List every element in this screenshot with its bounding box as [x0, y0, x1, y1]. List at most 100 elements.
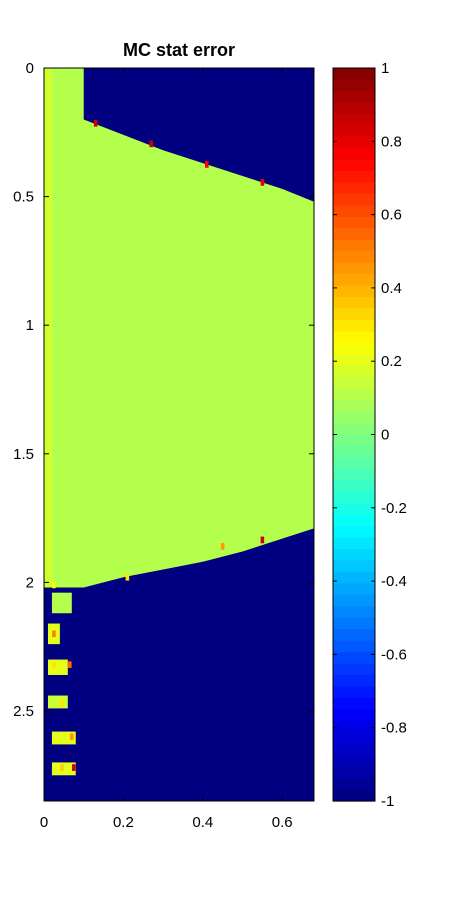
colorbar-step: [333, 342, 375, 355]
hot-cell-7: [52, 581, 56, 589]
colorbar-tick-label: -0.6: [381, 646, 407, 663]
lower-island-5: [51, 762, 76, 776]
colorbar-step: [333, 480, 375, 493]
colorbar-step: [333, 720, 375, 733]
colorbar-step: [333, 663, 375, 676]
y-tick-label: 1.5: [13, 446, 34, 463]
colorbar-step: [333, 732, 375, 745]
colorbar-step: [333, 675, 375, 688]
region-main: [44, 119, 314, 588]
colorbar-step: [333, 571, 375, 584]
y-tick-label: 1: [26, 317, 34, 334]
colorbar-step: [333, 526, 375, 539]
hot-cell-4: [260, 536, 265, 544]
colorbar-step: [333, 228, 375, 241]
colorbar-tick-label: 0.8: [381, 133, 402, 150]
y-tick-label: 2.5: [13, 703, 34, 720]
lower-island-2: [47, 659, 68, 675]
colorbar-step: [333, 686, 375, 699]
colorbar-axis: 1 0.8 0.6 0.4 0.2 0 -0.2 -0.4 -0.6 -0.8 -1: [333, 60, 407, 810]
colorbar-step: [333, 102, 375, 115]
colorbar-step: [333, 113, 375, 126]
colorbar-step: [333, 652, 375, 665]
colorbar-tick-label: 0.4: [381, 280, 402, 297]
y-tick-label: 0: [26, 60, 34, 77]
colorbar-step: [333, 434, 375, 447]
colorbar-step: [333, 274, 375, 287]
colorbar: [333, 68, 375, 802]
colorbar-step: [333, 79, 375, 92]
hot-cell-3: [260, 179, 265, 186]
colorbar-step: [333, 68, 375, 81]
lower-island-0: [51, 592, 72, 614]
colorbar-step: [333, 514, 375, 527]
colorbar-tick-label: 0.2: [381, 353, 402, 370]
colorbar-step: [333, 411, 375, 424]
colorbar-step: [333, 354, 375, 367]
hot-cell-10: [68, 661, 72, 669]
colorbar-step: [333, 297, 375, 310]
colorbar-step: [333, 136, 375, 149]
y-tick-label: 2: [26, 574, 34, 591]
colorbar-step: [333, 640, 375, 653]
y-tick-label: 0.5: [13, 189, 34, 206]
colorbar-step: [333, 377, 375, 390]
colorbar-tick-label: 0.6: [381, 207, 402, 224]
heatmap: [44, 68, 314, 801]
colorbar-step: [333, 755, 375, 768]
colorbar-step: [333, 171, 375, 184]
colorbar-step: [333, 457, 375, 470]
colorbar-step: [333, 90, 375, 103]
colorbar-step: [333, 594, 375, 607]
hot-cell-14: [71, 764, 76, 771]
colorbar-step: [333, 606, 375, 619]
hot-cell-8: [52, 630, 56, 638]
lower-island-3: [47, 695, 68, 709]
colorbar-step: [333, 583, 375, 596]
colorbar-step: [333, 205, 375, 218]
chart-title: MC stat error: [123, 40, 235, 60]
x-axis: 0 0.2 0.4 0.6: [40, 68, 293, 831]
hot-cell-0: [93, 119, 98, 127]
colorbar-step: [333, 239, 375, 252]
colorbar-step: [333, 388, 375, 401]
colorbar-tick-label: -1: [381, 793, 394, 810]
hot-cell-6: [125, 573, 130, 581]
hot-cell-12: [70, 733, 74, 741]
colorbar-step: [333, 365, 375, 378]
hot-cell-2: [205, 161, 209, 168]
x-tick-label: 0.4: [192, 814, 213, 831]
colorbar-step: [333, 629, 375, 642]
colorbar-step: [333, 423, 375, 436]
colorbar-step: [333, 148, 375, 161]
hot-cell-13: [60, 764, 64, 771]
colorbar-step: [333, 468, 375, 481]
colorbar-step: [333, 193, 375, 207]
colorbar-step: [333, 549, 375, 562]
colorbar-step: [333, 125, 375, 138]
colorbar-tick-label: -0.4: [381, 573, 407, 590]
colorbar-tick-label: -0.2: [381, 500, 407, 517]
colorbar-tick-label: 0: [381, 427, 389, 444]
colorbar-step: [333, 400, 375, 413]
colorbar-step: [333, 445, 375, 459]
colorbar-step: [333, 789, 375, 802]
colorbar-step: [333, 159, 375, 172]
hot-cell-1: [149, 140, 153, 148]
x-tick-label: 0.6: [272, 814, 293, 831]
colorbar-tick-label: 1: [381, 60, 389, 77]
colorbar-step: [333, 491, 375, 504]
x-tick-label: 0: [40, 814, 48, 831]
x-tick-label: 0.2: [113, 814, 134, 831]
hot-cell-5: [220, 543, 225, 550]
hot-cell-11: [60, 699, 64, 707]
colorbar-step: [333, 308, 375, 321]
region-left-edge: [44, 68, 52, 588]
colorbar-step: [333, 617, 375, 630]
colorbar-step: [333, 251, 375, 264]
hot-cell-9: [52, 661, 56, 669]
colorbar-step: [333, 743, 375, 756]
colorbar-step: [333, 766, 375, 779]
colorbar-step: [333, 285, 375, 298]
